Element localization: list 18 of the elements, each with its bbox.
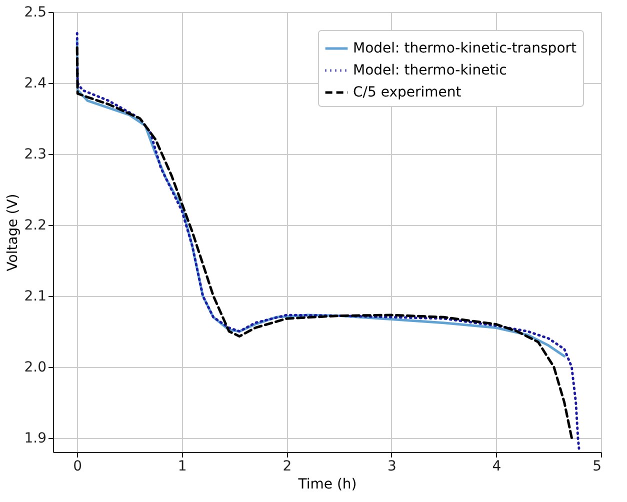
x-tick-label: 1 bbox=[178, 458, 187, 474]
legend-label: Model: thermo-kinetic-transport bbox=[353, 40, 578, 56]
y-tick-label: 2.2 bbox=[24, 217, 46, 234]
y-axis-title: Voltage (V) bbox=[5, 194, 22, 272]
y-tick-label: 2.5 bbox=[24, 4, 46, 20]
y-tick-label: 2.3 bbox=[24, 146, 46, 162]
x-tick-label: 2 bbox=[282, 458, 292, 474]
x-tick-label: 3 bbox=[387, 458, 396, 474]
x-tick-label: 0 bbox=[73, 458, 82, 474]
legend-label: C/5 experiment bbox=[353, 84, 462, 100]
y-tick-label: 2.4 bbox=[24, 75, 47, 92]
x-axis-title: Time (h) bbox=[297, 476, 357, 492]
y-tick-label: 2.0 bbox=[24, 359, 46, 376]
y-tick-label: 1.9 bbox=[24, 430, 46, 446]
x-tick-label: 4 bbox=[492, 458, 502, 474]
y-tick-label: 2.1 bbox=[24, 288, 46, 304]
x-tick-label: 5 bbox=[592, 458, 602, 474]
legend-label: Model: thermo-kinetic bbox=[353, 62, 507, 78]
